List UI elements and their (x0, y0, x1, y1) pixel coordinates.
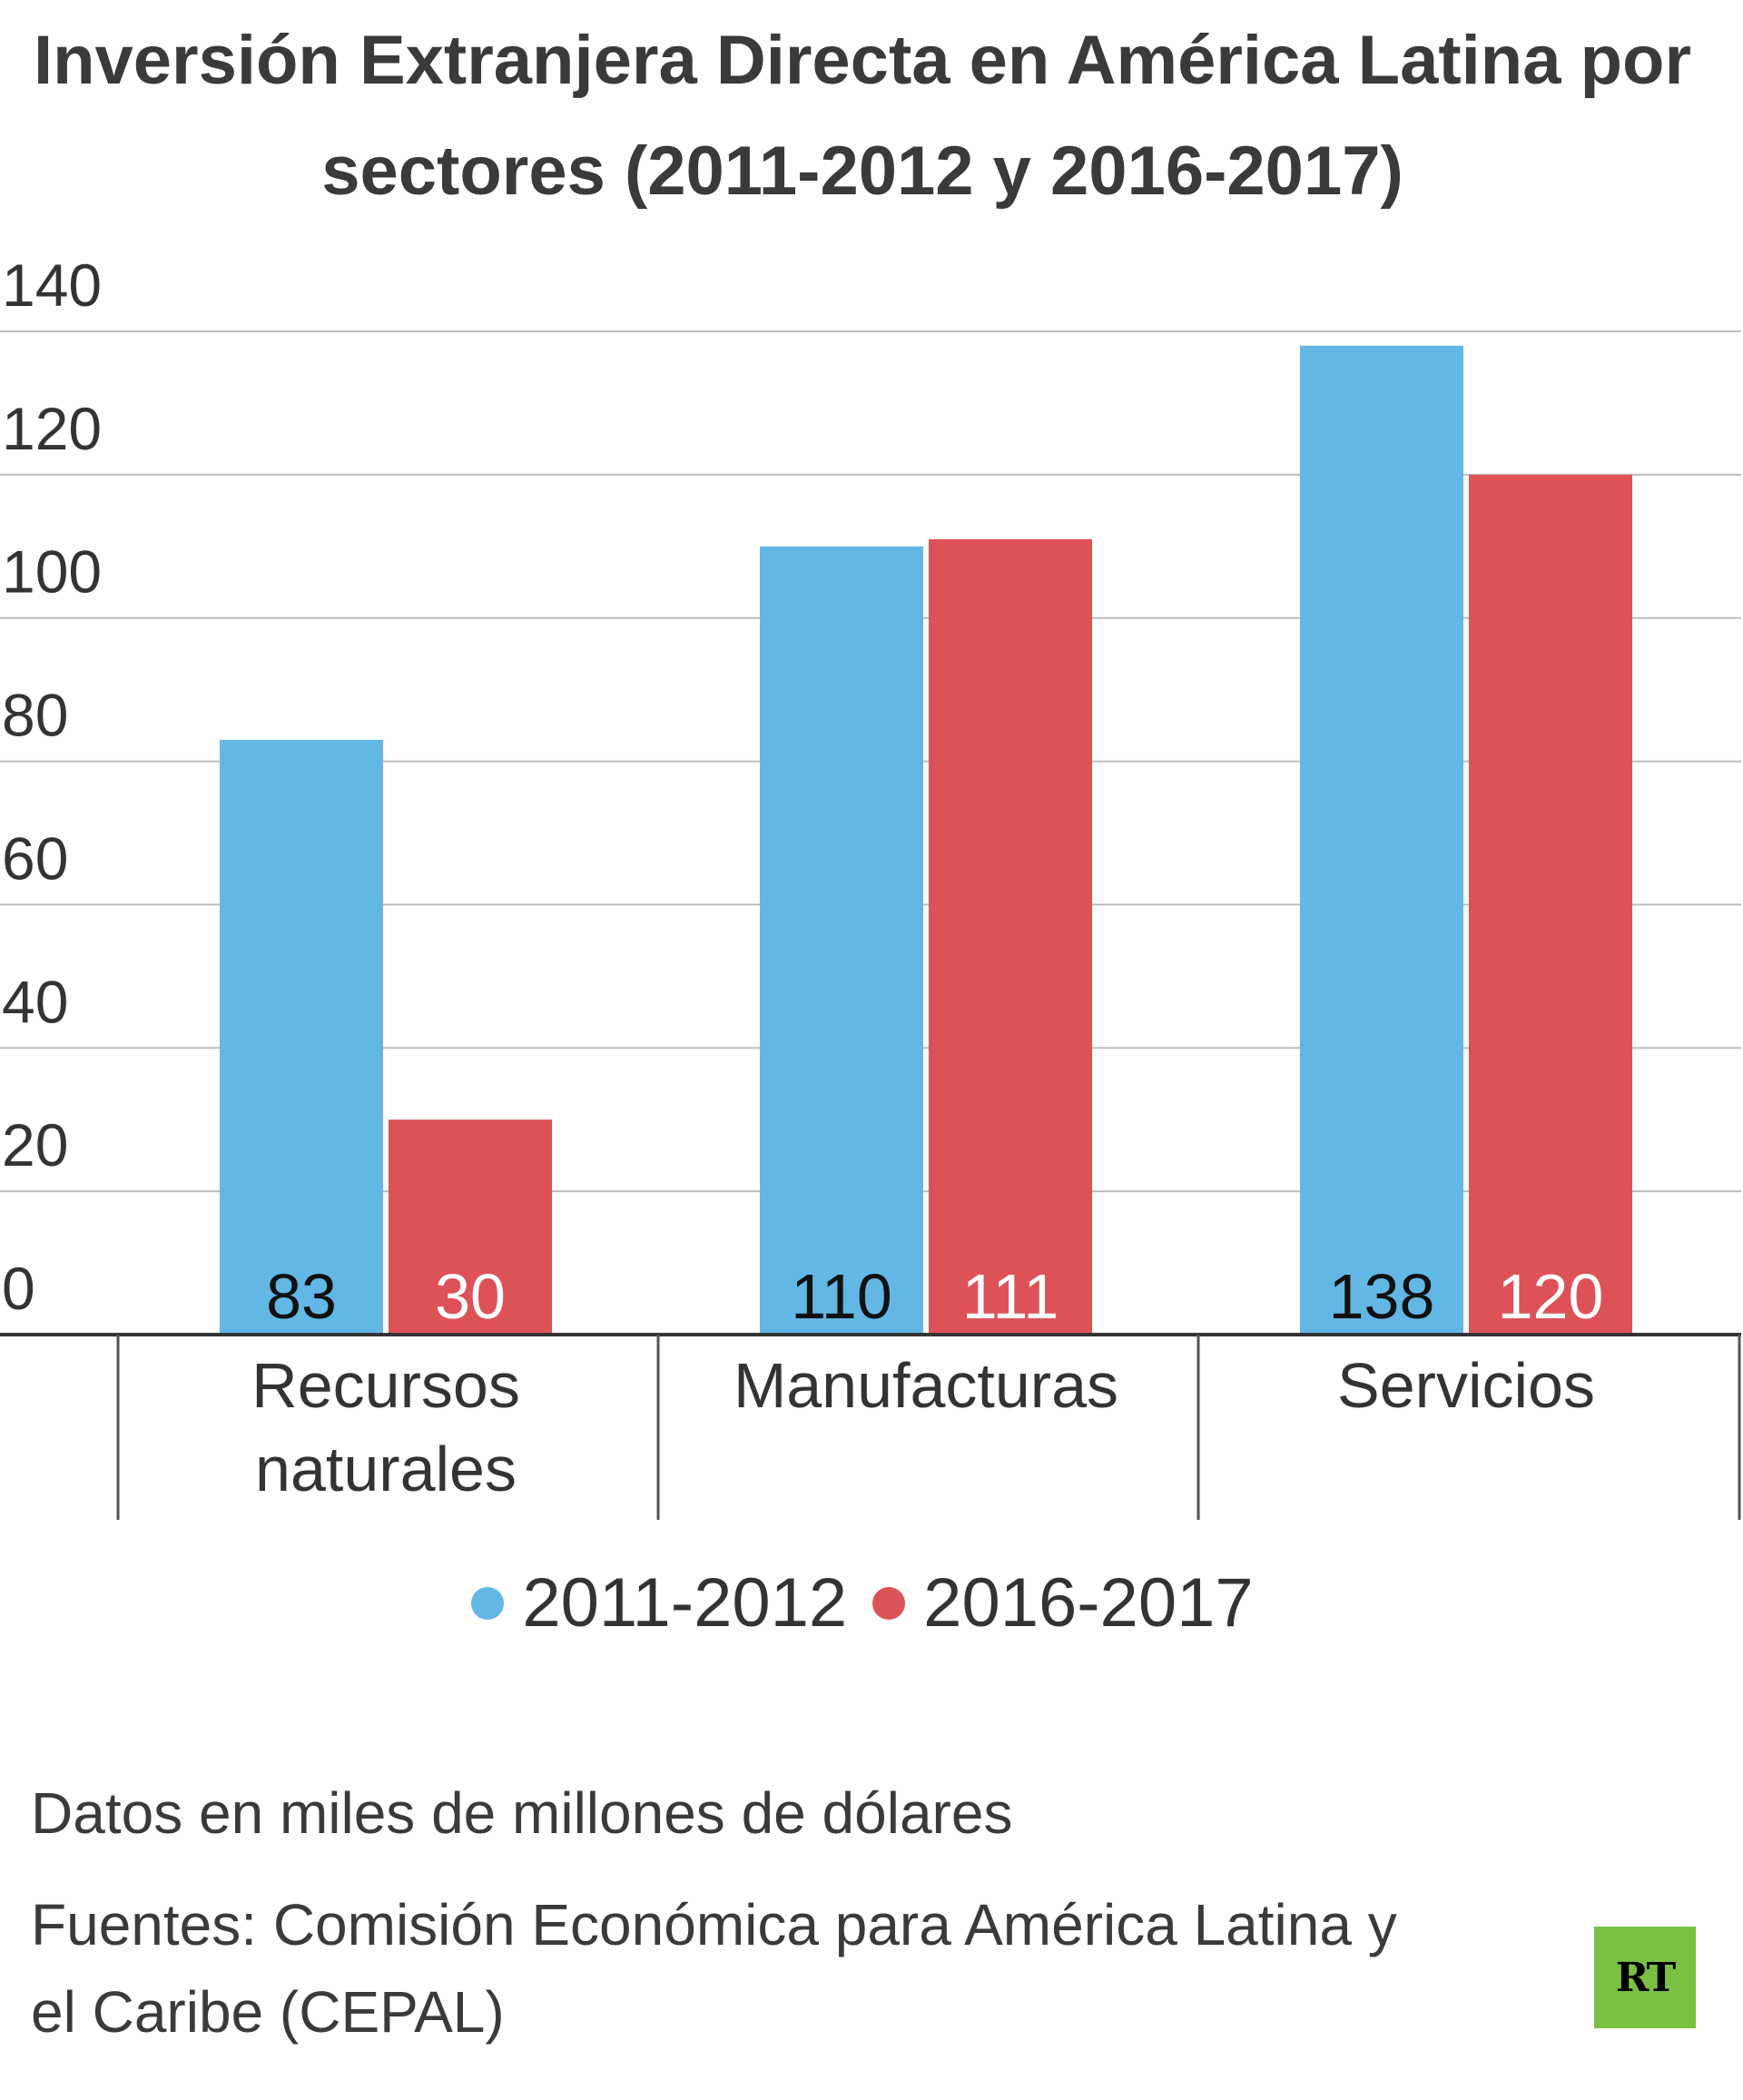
legend-item-2016-2017: 2016-2017 (872, 1563, 1254, 1642)
y-tick-label-80: 80 (2, 682, 68, 749)
y-tick-label-20: 20 (2, 1111, 68, 1178)
bar-2011-2012-1 (760, 546, 923, 1335)
rt-logo: RT (1594, 1927, 1696, 2028)
bar-2016-2017-1 (929, 538, 1092, 1335)
data-label-2016-2017-2: 120 (1498, 1261, 1604, 1332)
source-note: Fuentes: Comisión Económica para América… (31, 1892, 1397, 2045)
bar-2011-2012-2 (1300, 345, 1463, 1336)
legend: 2011-2012 2016-2017 (0, 1563, 1725, 1642)
category-label-2-0: Servicios (1337, 1350, 1595, 1421)
y-tick-label-60: 60 (2, 824, 68, 892)
legend-label-2016-2017: 2016-2017 (923, 1564, 1254, 1642)
data-label-2011-2012-1: 110 (791, 1261, 892, 1332)
y-tick-label-140: 140 (2, 251, 102, 319)
data-label-2011-2012-2: 138 (1329, 1261, 1435, 1332)
chart-title: Inversión Extranjera Directa en América … (33, 22, 1692, 210)
y-tick-label-100: 100 (2, 538, 102, 606)
legend-label-2011-2012: 2011-2012 (522, 1564, 848, 1642)
legend-dot-2016-2017 (872, 1586, 906, 1620)
category-label-0-0: Recursos (251, 1350, 520, 1421)
bar-chart: 0 20 40 60 80 100 120 140 83 30 110 111 138 120 Recurs… (0, 251, 1741, 1520)
units-note: Datos en miles de millones de dólares (31, 1780, 1013, 1846)
y-tick-label-120: 120 (2, 395, 102, 462)
category-label-0-1: naturales (255, 1434, 517, 1504)
legend-item-2011-2012: 2011-2012 (471, 1563, 847, 1642)
legend-dot-2011-2012 (471, 1586, 505, 1620)
y-tick-label-40: 40 (2, 968, 68, 1035)
y-tick-label-0: 0 (2, 1255, 35, 1322)
category-label-1-0: Manufacturas (734, 1350, 1118, 1421)
data-label-2016-2017-0: 30 (435, 1261, 506, 1332)
bar-2016-2017-2 (1469, 474, 1632, 1335)
bar-2011-2012-0 (220, 739, 383, 1335)
bar-2016-2017-0 (389, 1119, 552, 1335)
data-label-2016-2017-1: 111 (962, 1261, 1059, 1332)
data-label-2011-2012-0: 83 (266, 1261, 337, 1332)
